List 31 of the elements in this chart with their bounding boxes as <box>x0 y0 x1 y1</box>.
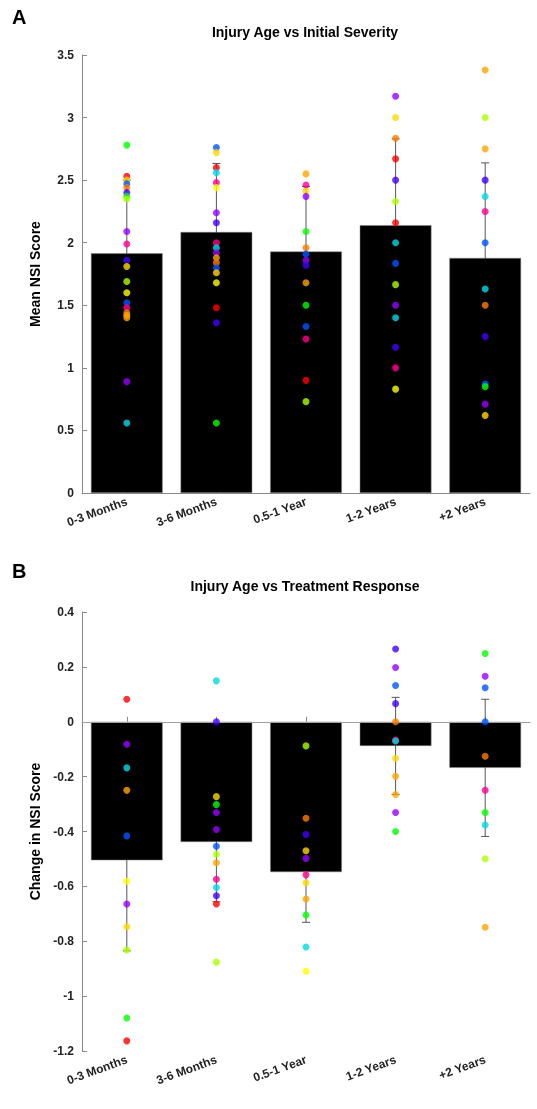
y-tick-label: 0.4 <box>57 605 75 619</box>
y-tick-label: -1.2 <box>53 1044 75 1058</box>
y-tick-label: 3 <box>67 110 75 125</box>
y-tick-label: 0 <box>67 486 75 500</box>
y-tick-label: -0.6 <box>53 879 75 894</box>
y-tick-label: -0.4 <box>53 824 75 839</box>
x-tick-label: 1-2 Years <box>343 494 399 526</box>
y-tick-label: 3.5 <box>57 48 75 62</box>
chart-title: Injury Age vs Treatment Response <box>190 578 420 594</box>
chart-title: Injury Age vs Initial Severity <box>211 24 399 40</box>
x-tick-label: 0.5-1 Year <box>251 494 309 527</box>
x-tick-label: 3-6 Months <box>154 494 220 530</box>
x-tick-label: 0.5-1 Year <box>251 1052 309 1085</box>
y-tick-label: -0.8 <box>53 934 75 949</box>
y-tick-label: 1 <box>67 360 75 375</box>
x-tick-label: +2 Years <box>436 494 488 525</box>
y-tick-label: 0.5 <box>57 423 75 438</box>
x-tick-label: 1-2 Years <box>343 1052 399 1084</box>
y-tick-label: 0.2 <box>57 659 75 674</box>
y-axis-title: Mean NSI Score <box>27 220 43 327</box>
y-tick-label: -0.2 <box>53 769 75 784</box>
y-tick-label: 0 <box>67 714 75 729</box>
text: B <box>12 560 27 583</box>
y-axis-title: Change in NSI Score <box>27 762 43 901</box>
y-tick-label: 2 <box>67 235 75 250</box>
text: A <box>12 6 27 29</box>
x-tick-label: +2 Years <box>436 1052 488 1083</box>
y-tick-label: 2.5 <box>57 173 75 188</box>
y-tick-label: -1 <box>63 989 75 1004</box>
y-tick-label: 1.5 <box>57 298 75 313</box>
x-tick-label: 3-6 Months <box>154 1052 220 1088</box>
